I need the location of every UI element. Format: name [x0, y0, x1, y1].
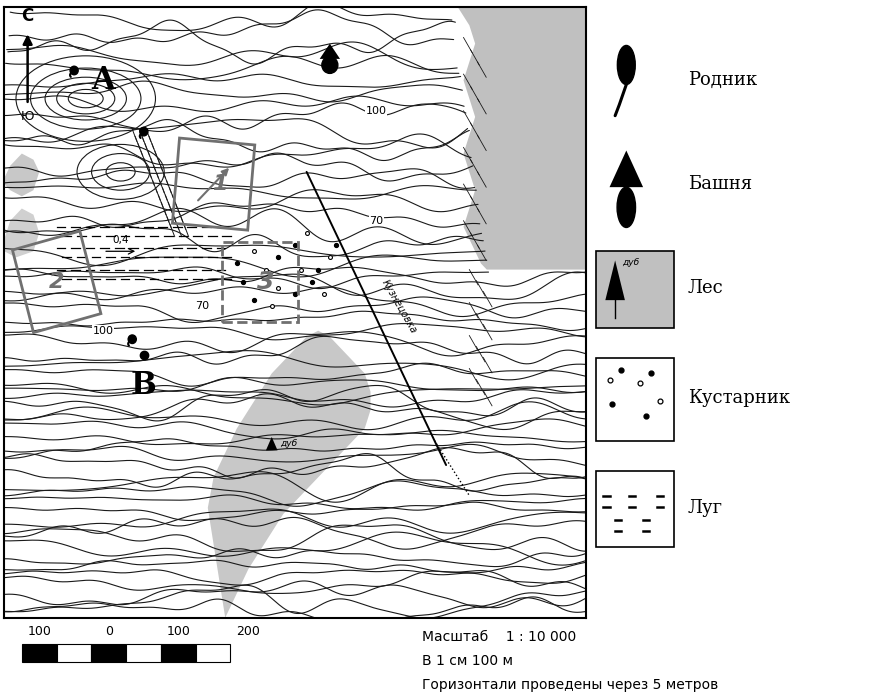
Polygon shape: [4, 154, 39, 196]
Circle shape: [128, 335, 136, 343]
Text: 3: 3: [257, 270, 274, 294]
Polygon shape: [320, 43, 340, 59]
Bar: [595, 358, 674, 440]
Polygon shape: [266, 437, 278, 450]
Text: Ю: Ю: [21, 110, 34, 124]
Text: 0,4: 0,4: [113, 235, 128, 245]
Bar: [57, 644, 91, 662]
Text: Луг: Луг: [688, 499, 723, 517]
Text: 100: 100: [366, 106, 387, 116]
Circle shape: [140, 127, 148, 136]
Text: 100: 100: [366, 106, 387, 116]
Bar: [161, 644, 196, 662]
Text: Лес: Лес: [688, 279, 724, 297]
Polygon shape: [4, 209, 39, 258]
Text: 100: 100: [166, 625, 191, 638]
Polygon shape: [208, 331, 371, 618]
Text: Кустарник: Кустарник: [688, 389, 790, 407]
Text: В 1 см 100 м: В 1 см 100 м: [422, 654, 513, 668]
Bar: [595, 471, 674, 547]
Bar: [12, 231, 101, 333]
Polygon shape: [606, 260, 625, 300]
Circle shape: [617, 45, 635, 84]
Text: 70: 70: [195, 302, 209, 311]
Text: 200: 200: [236, 625, 260, 638]
Text: дуб: дуб: [280, 438, 297, 447]
Text: Горизонтали проведены через 5 метров: Горизонтали проведены через 5 метров: [422, 678, 718, 692]
Text: B: B: [131, 370, 156, 401]
Text: 1: 1: [212, 174, 227, 194]
Polygon shape: [609, 151, 643, 187]
Bar: [92, 644, 126, 662]
Text: 70: 70: [370, 216, 384, 225]
Bar: [222, 242, 298, 322]
Text: Кузнецовка: Кузнецовка: [380, 278, 419, 335]
Text: С: С: [22, 7, 34, 25]
Bar: [172, 138, 255, 230]
Circle shape: [617, 187, 635, 228]
Text: 100: 100: [27, 625, 51, 638]
Text: 0: 0: [105, 625, 113, 638]
Bar: [22, 644, 57, 662]
Bar: [126, 644, 161, 662]
Text: дуб: дуб: [622, 258, 639, 267]
Bar: [595, 251, 674, 327]
Bar: [196, 644, 231, 662]
Text: Масштаб    1 : 10 000: Масштаб 1 : 10 000: [422, 630, 576, 644]
Polygon shape: [458, 7, 586, 269]
Circle shape: [70, 66, 78, 75]
Text: 70: 70: [370, 216, 384, 225]
Text: 100: 100: [93, 326, 114, 336]
Circle shape: [322, 57, 338, 73]
Text: Башня: Башня: [688, 175, 752, 193]
Text: 70: 70: [195, 302, 209, 311]
Text: Родник: Родник: [688, 71, 757, 89]
Text: 100: 100: [93, 326, 114, 336]
Text: A: A: [92, 65, 115, 96]
Text: 2: 2: [49, 272, 65, 292]
